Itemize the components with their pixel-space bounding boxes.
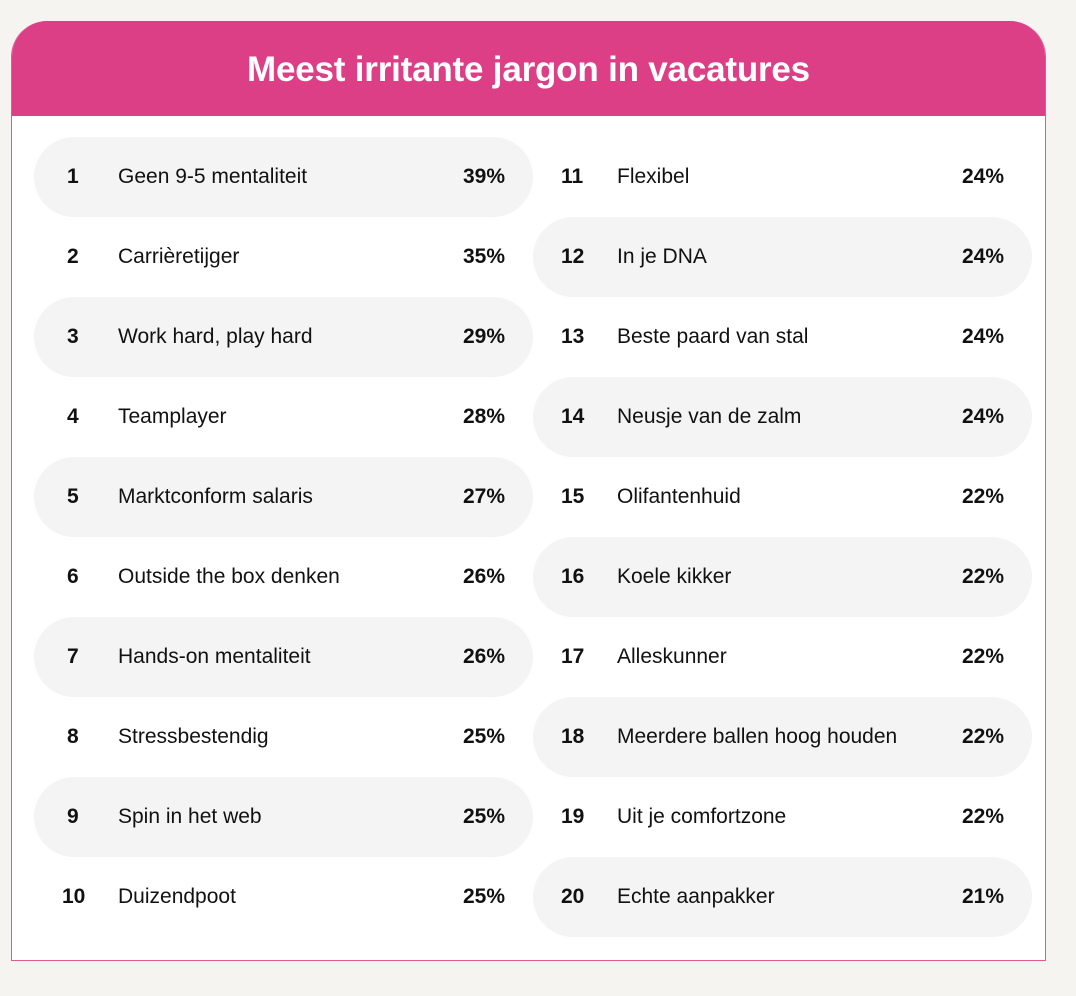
row-percentage: 25% [462,805,505,828]
table-row: 4 Teamplayer 28% [34,377,533,457]
row-label: Carrièretijger [118,245,240,268]
row-rank: 9 [67,805,79,828]
row-rank: 11 [561,165,584,188]
row-percentage: 27% [462,485,505,508]
row-label: Olifantenhuid [617,485,741,508]
jargon-card: Meest irritante jargon in vacatures 1 Gee… [11,21,1046,961]
row-rank: 17 [561,645,585,668]
row-label: Koele kikker [617,565,732,588]
row-percentage: 35% [462,245,505,268]
row-label: Duizendpoot [118,885,236,908]
chart-title: Meest irritante jargon in vacatures [247,49,810,89]
row-rank: 8 [67,725,79,748]
row-rank: 13 [561,325,585,348]
row-label: Stressbestendig [118,725,269,748]
table-row: 10 Duizendpoot 25% [34,857,533,937]
row-label: Outside the box denken [118,565,340,588]
table-row: 16 Koele kikker 22% [533,537,1032,617]
row-percentage: 24% [961,325,1004,348]
row-percentage: 22% [961,805,1004,828]
table-row: 9 Spin in het web 25% [34,777,533,857]
row-label: Meerdere ballen hoog houden [617,725,898,748]
row-rank: 14 [561,405,585,428]
row-percentage: 25% [462,885,505,908]
row-percentage: 26% [462,645,505,668]
row-rank: 12 [561,245,585,268]
table-row: 1 Geen 9-5 mentaliteit 39% [34,137,533,217]
row-percentage: 39% [462,165,505,188]
table-row: 20 Echte aanpakker 21% [533,857,1032,937]
row-rank: 18 [561,725,585,748]
row-rank: 5 [67,485,79,508]
table-row: 19 Uit je comfortzone 22% [533,777,1032,857]
table-row: 3 Work hard, play hard 29% [34,297,533,377]
row-rank: 19 [561,805,585,828]
row-label: Work hard, play hard [118,325,313,348]
row-label: Teamplayer [118,405,227,428]
row-label: Spin in het web [118,805,262,828]
row-rank: 3 [67,325,79,348]
row-percentage: 29% [462,325,505,348]
row-label: Uit je comfortzone [617,805,787,828]
row-rank: 7 [67,645,79,668]
table-row: 17 Alleskunner 22% [533,617,1032,697]
row-label: Alleskunner [617,645,727,668]
row-percentage: 22% [961,725,1004,748]
table-row: 18 Meerdere ballen hoog houden 22% [533,697,1032,777]
row-label: Neusje van de zalm [617,405,802,428]
table-row: 11 Flexibel 24% [533,137,1032,217]
table-row: 2 Carrièretijger 35% [34,217,533,297]
table-row: 7 Hands-on mentaliteit 26% [34,617,533,697]
table-row: 6 Outside the box denken 26% [34,537,533,617]
row-rank: 6 [67,565,79,588]
row-percentage: 21% [961,885,1004,908]
row-percentage: 24% [961,245,1004,268]
row-rank: 20 [561,885,585,908]
row-rank: 10 [62,885,86,908]
row-label: Hands-on mentaliteit [118,645,311,668]
row-rank: 4 [67,405,79,428]
row-percentage: 22% [961,485,1004,508]
table-row: 12 In je DNA 24% [533,217,1032,297]
row-rank: 16 [561,565,585,588]
row-label: In je DNA [617,245,707,268]
row-percentage: 22% [961,645,1004,668]
table-row: 14 Neusje van de zalm 24% [533,377,1032,457]
table-row: 5 Marktconform salaris 27% [34,457,533,537]
row-percentage: 24% [961,405,1004,428]
table-row: 15 Olifantenhuid 22% [533,457,1032,537]
row-rank: 2 [67,245,79,268]
row-label: Geen 9-5 mentaliteit [118,165,308,188]
table-row: 13 Beste paard van stal 24% [533,297,1032,377]
row-label: Marktconform salaris [118,485,313,508]
table-row: 8 Stressbestendig 25% [34,697,533,777]
row-label: Flexibel [617,165,690,188]
row-percentage: 24% [961,165,1004,188]
row-percentage: 28% [462,405,505,428]
row-rank: 15 [561,485,585,508]
header-bar: Meest irritante jargon in vacatures [12,21,1045,116]
row-percentage: 22% [961,565,1004,588]
row-percentage: 25% [462,725,505,748]
row-rank: 1 [67,165,79,188]
row-percentage: 26% [462,565,505,588]
row-label: Beste paard van stal [617,325,809,348]
row-label: Echte aanpakker [617,885,775,908]
